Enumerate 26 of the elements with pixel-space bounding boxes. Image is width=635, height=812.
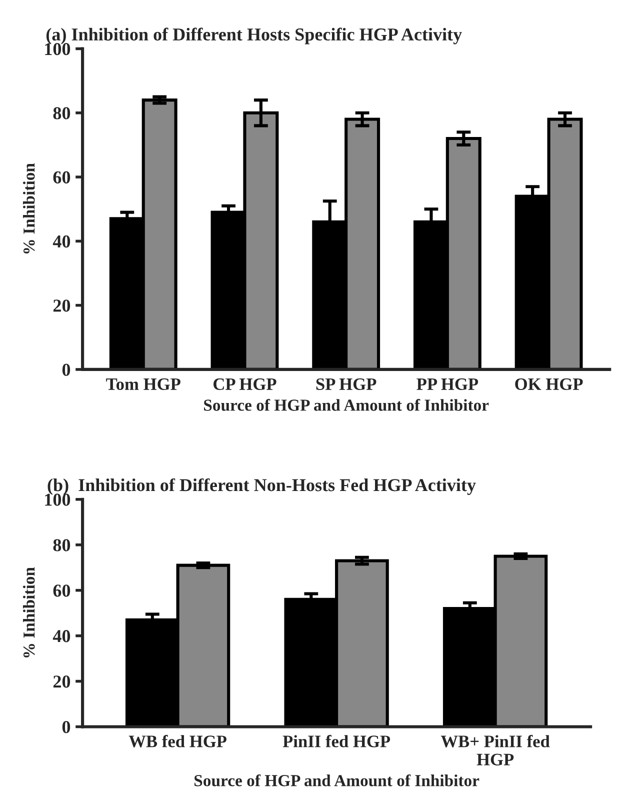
y-tick-label: 80 [53,107,70,120]
y-tick-label: 60 [53,584,70,597]
x-tick-label: PinII fed HGP [282,734,390,748]
x-tick-label: WB fed HGP [128,734,226,748]
y-tick-label: 40 [52,235,70,248]
x-tick-label: Tom HGP [106,378,180,390]
y-tick-label: 60 [53,171,70,184]
y-axis-title: % Inhibition [22,163,35,254]
x-tick-label: OK HGP [515,378,583,390]
y-axis-title: % Inhibition [22,567,35,658]
y-tick-label: 20 [53,676,70,688]
x-tick-label: WB+ PinII fed HGP [440,734,550,766]
y-tick-label: 0 [62,720,70,734]
chart-title: (a) Inhibition of Different Hosts Specific HGP Activity [46,28,462,44]
y-tick-label: 80 [53,539,70,552]
y-tick-label: 100 [45,494,70,506]
x-tick-label: SP HGP [316,378,376,390]
x-axis-title: Source of HGP and Amount of Inhibitor [194,774,480,786]
y-tick-label: 0 [62,364,70,376]
chart-title: (b) Inhibition of Different Non-Hosts Fed HGP Activity [48,478,476,495]
x-tick-label: PP HGP [416,378,478,390]
y-tick-label: 100 [45,42,70,56]
x-axis-title: Source of HGP and Amount of Inhibitor [204,398,489,411]
y-tick-label: 20 [53,300,70,312]
x-tick-label: CP HGP [214,378,276,390]
y-tick-label: 40 [52,630,70,642]
